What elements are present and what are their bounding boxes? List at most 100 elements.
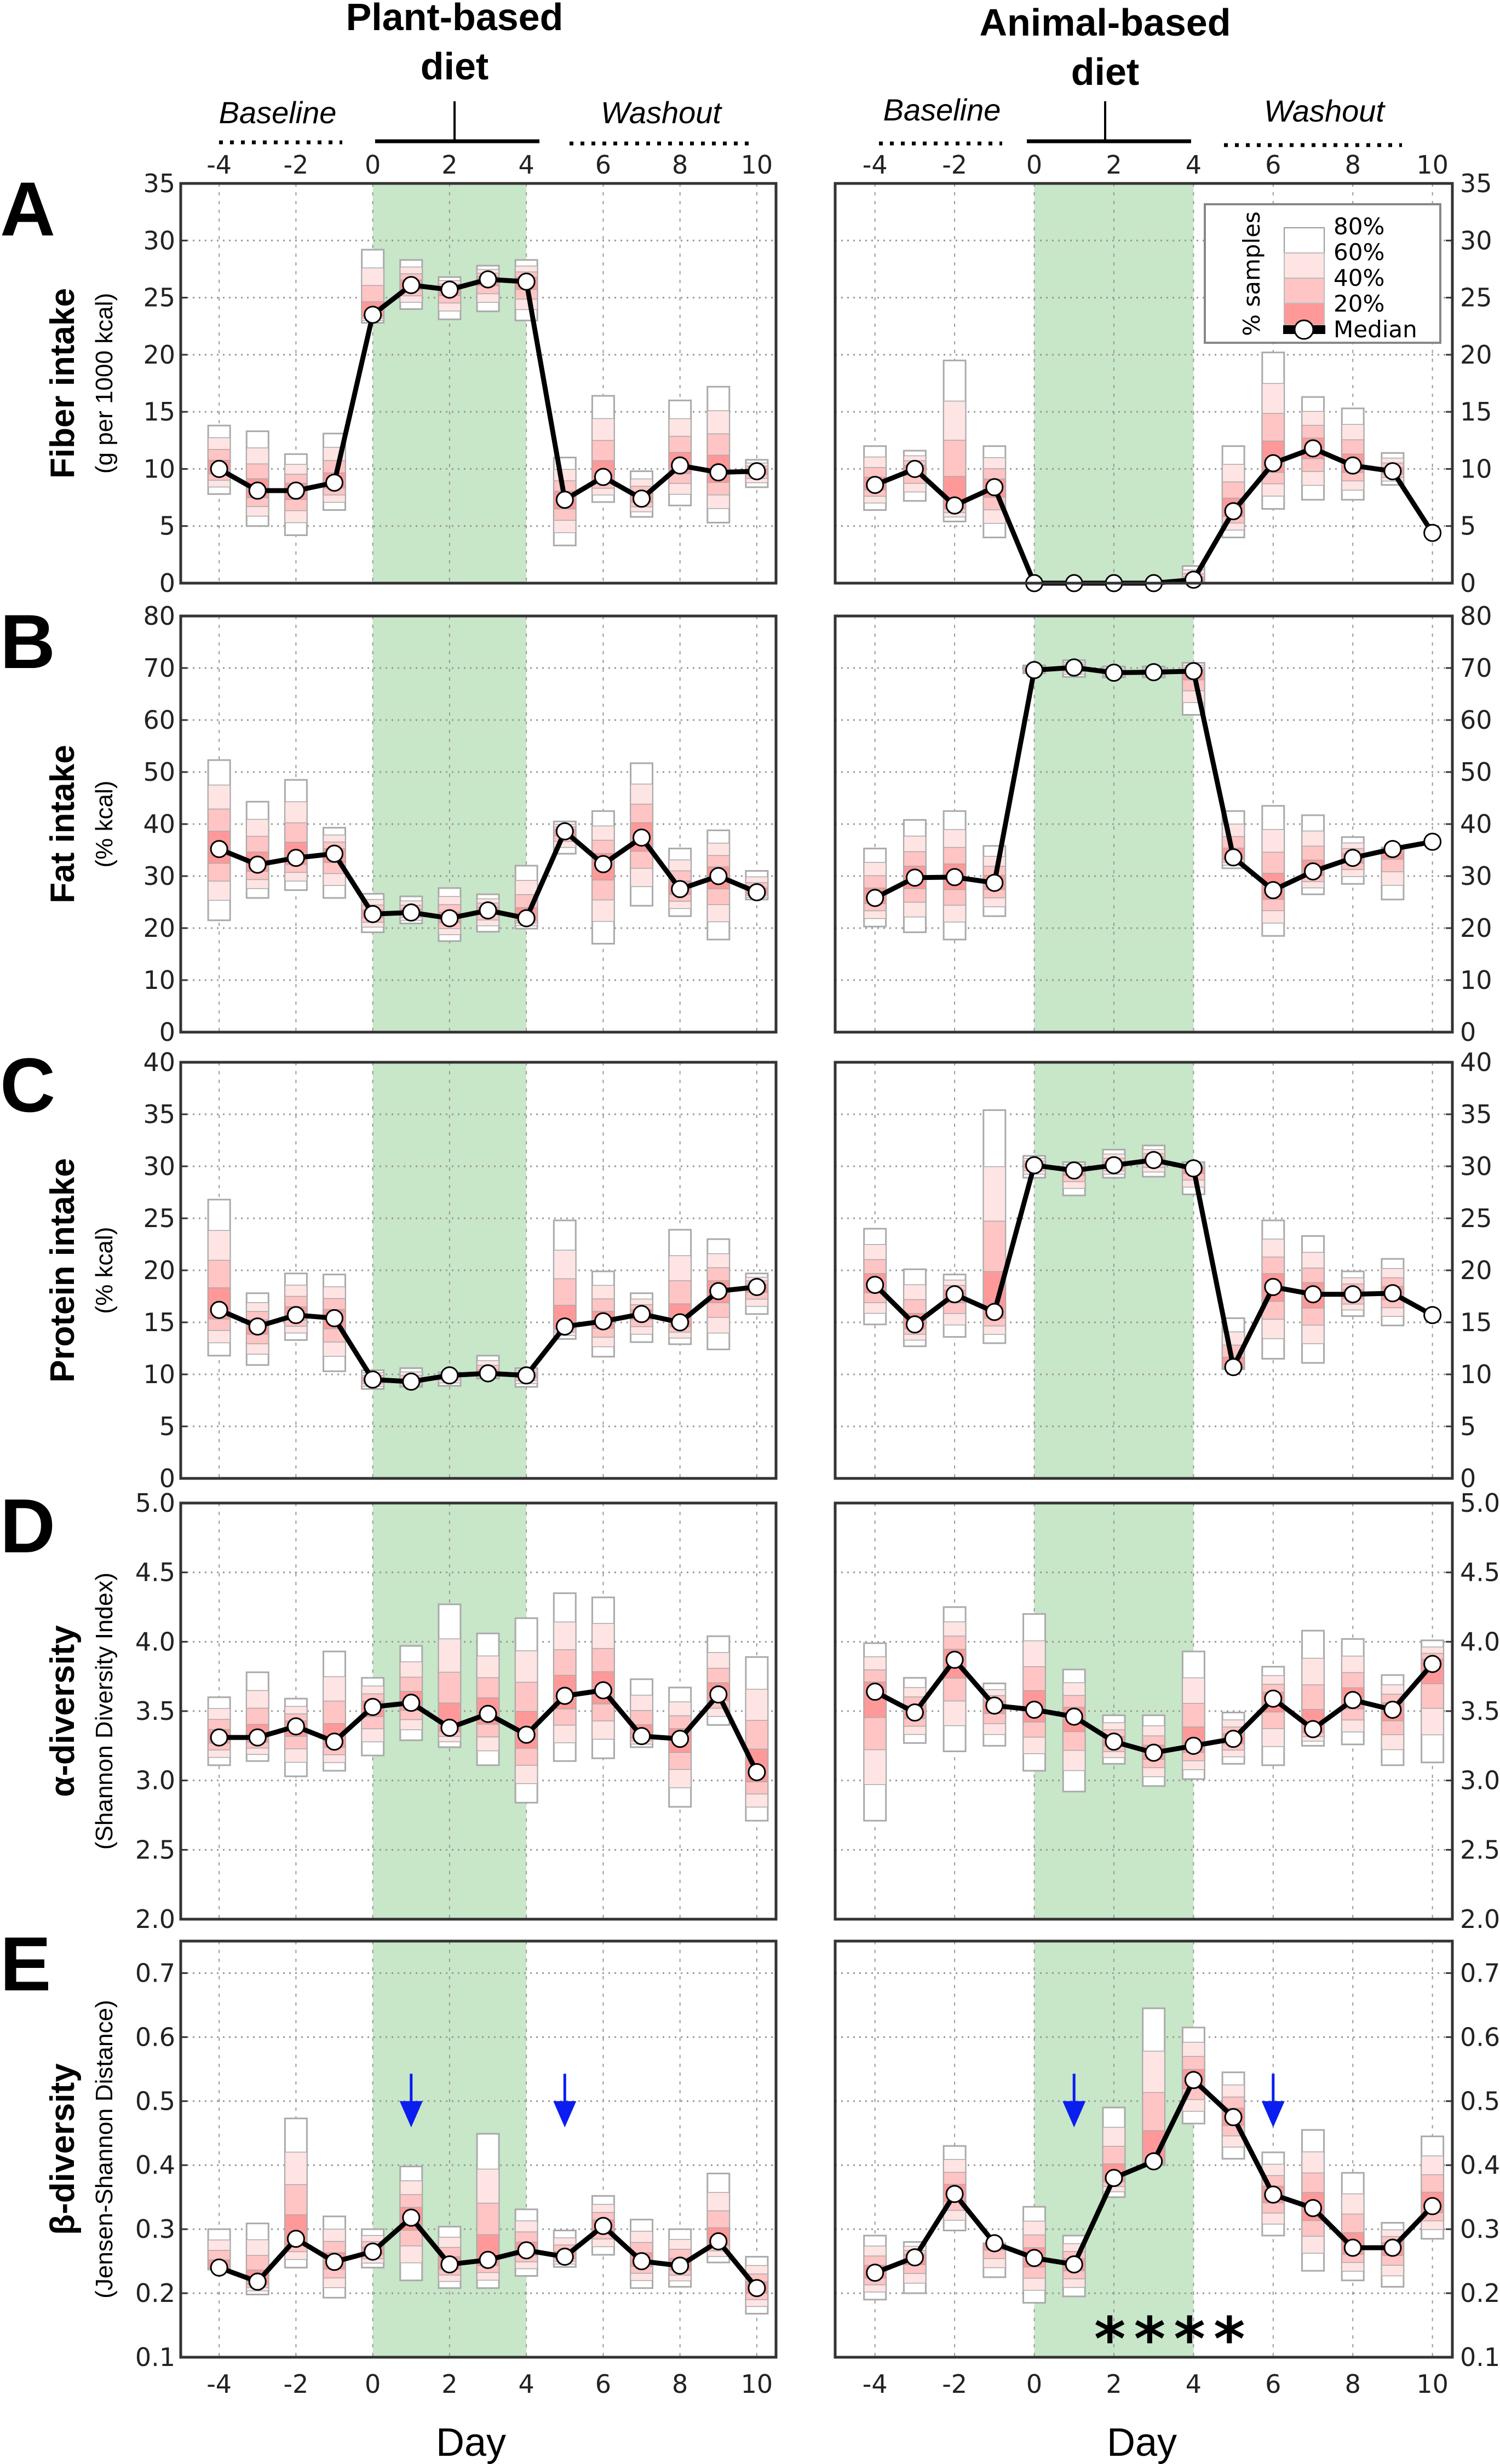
legend-swatch-60 bbox=[1284, 252, 1325, 279]
y-tick-label: 20 bbox=[143, 1256, 175, 1285]
y-tick-label: 0.4 bbox=[135, 2150, 175, 2180]
x-tick-label: 4 bbox=[519, 150, 535, 180]
y-tick-label: 20 bbox=[143, 340, 175, 370]
y-tick-label: 0.2 bbox=[1460, 2278, 1500, 2308]
median-point bbox=[866, 1683, 884, 1701]
y-tick-label: 0.2 bbox=[135, 2278, 175, 2308]
panel-B-plant: 0 10 20 30 40 50 60 70 80 B Fat intake (% kcal) bbox=[0, 598, 778, 1047]
y-tick-label: 0.7 bbox=[1460, 1958, 1500, 1988]
y-tick-label: 2.0 bbox=[135, 1904, 175, 1934]
median-point bbox=[1145, 1151, 1163, 1170]
significance-star: * bbox=[1174, 2304, 1205, 2374]
median-point bbox=[1383, 1700, 1402, 1719]
median-point bbox=[709, 1685, 728, 1704]
y-tick-label: 50 bbox=[143, 757, 175, 787]
median-point bbox=[325, 473, 344, 492]
panel-letter-E: E bbox=[0, 1921, 51, 2007]
median-point bbox=[671, 2256, 689, 2275]
y-tick-label: 70 bbox=[143, 653, 175, 683]
median-point bbox=[866, 1276, 884, 1294]
legend-title: % samples bbox=[1238, 211, 1265, 336]
median-point bbox=[286, 1306, 305, 1325]
x-tick-label: 2 bbox=[1106, 2369, 1122, 2399]
median-point bbox=[402, 903, 421, 922]
median-point bbox=[1383, 840, 1402, 859]
median-point bbox=[866, 889, 884, 907]
median-point bbox=[1025, 2249, 1044, 2267]
plot-frame bbox=[834, 1939, 1454, 2359]
median-point bbox=[210, 1728, 228, 1747]
median-point bbox=[1145, 2152, 1163, 2171]
median-point bbox=[1343, 849, 1362, 867]
legend: % samples 80% 60% 40% 20% Median bbox=[1204, 203, 1441, 344]
median-point bbox=[1105, 1156, 1123, 1175]
median-point bbox=[1264, 881, 1283, 900]
median-point bbox=[748, 462, 766, 481]
median-point bbox=[364, 1697, 382, 1716]
median-point bbox=[364, 905, 382, 923]
median-point bbox=[248, 481, 267, 500]
median-point bbox=[517, 1366, 536, 1385]
median-point bbox=[440, 1366, 459, 1385]
x-tick-label: -2 bbox=[942, 2369, 967, 2399]
x-tick-label: 6 bbox=[595, 150, 611, 180]
panel-letter-B: B bbox=[0, 598, 55, 684]
y-tick-label: 0.6 bbox=[135, 2022, 175, 2052]
median-point bbox=[671, 456, 689, 475]
panel-letter-C: C bbox=[0, 1042, 55, 1128]
y-tick-label: 10 bbox=[143, 454, 175, 483]
arrow-annotation-icon bbox=[1062, 2101, 1086, 2128]
median-point bbox=[1423, 832, 1442, 851]
median-point bbox=[748, 2279, 766, 2298]
median-point bbox=[1264, 1277, 1283, 1296]
y-tick-label: 0.3 bbox=[1460, 2214, 1500, 2244]
x-axis-label-animal: Day bbox=[1107, 2421, 1177, 2464]
y-tick-label: 10 bbox=[1460, 1360, 1492, 1389]
median-point bbox=[402, 1372, 421, 1391]
y-tick-label: 50 bbox=[1460, 757, 1492, 787]
y-axis-sublabel: (% kcal) bbox=[91, 781, 118, 868]
median-point bbox=[440, 2255, 459, 2273]
y-tick-label: 40 bbox=[1460, 809, 1492, 839]
median-point bbox=[748, 1763, 766, 1781]
y-tick-label: 20 bbox=[143, 913, 175, 943]
header-animal-based: Animal-based diet Baseline Washout bbox=[879, 1, 1402, 147]
panel-E-plant: 0.1 0.2 0.3 0.4 0.5 0.6 0.7 -4 -2 0 2 4 6 8 10 Eβ-diver… bbox=[0, 1921, 778, 2399]
x-tick-label: 8 bbox=[672, 2369, 688, 2399]
median-point bbox=[1423, 1655, 1442, 1673]
y-tick-label: 5.0 bbox=[135, 1488, 175, 1518]
median-point bbox=[1105, 1732, 1123, 1751]
significance-star: * bbox=[1094, 2304, 1126, 2374]
y-axis-label: Protein intake bbox=[44, 1158, 82, 1383]
median-point bbox=[985, 2234, 1004, 2253]
median-point bbox=[1184, 2071, 1203, 2089]
baseline-label-plant: Baseline bbox=[219, 95, 337, 130]
x-tick-label: -2 bbox=[283, 150, 308, 180]
y-axis-label: α-diversity bbox=[44, 1625, 82, 1797]
median-point bbox=[1423, 1306, 1442, 1325]
median-point bbox=[1423, 523, 1442, 542]
x-tick-label: -4 bbox=[206, 2369, 232, 2399]
y-tick-label: 5.0 bbox=[1460, 1488, 1500, 1518]
diet-period-shade bbox=[372, 183, 527, 583]
diet-title-animal-line1: Animal-based bbox=[980, 1, 1231, 44]
median-point bbox=[364, 2242, 382, 2261]
y-tick-label: 15 bbox=[1460, 397, 1492, 427]
median-point bbox=[1184, 1159, 1203, 1178]
arrow-annotation-icon bbox=[1261, 2101, 1285, 2128]
x-tick-label: -2 bbox=[283, 2369, 308, 2399]
y-tick-label: 4.5 bbox=[135, 1558, 175, 1587]
median-point bbox=[633, 490, 651, 508]
y-tick-label: 20 bbox=[1460, 340, 1492, 370]
median-point bbox=[1224, 2108, 1243, 2127]
median-point bbox=[325, 844, 344, 863]
x-tick-label: 4 bbox=[1186, 150, 1202, 180]
y-tick-label: 0 bbox=[1460, 1017, 1476, 1047]
median-point bbox=[517, 272, 536, 291]
panel-B-animal: 0 10 20 30 40 50 60 70 80 bbox=[834, 601, 1492, 1047]
x-tick-label: -4 bbox=[206, 150, 232, 180]
median-point bbox=[1105, 664, 1123, 682]
y-tick-label: 30 bbox=[143, 1152, 175, 1181]
median-point bbox=[905, 1315, 924, 1334]
median-point bbox=[325, 1309, 344, 1327]
